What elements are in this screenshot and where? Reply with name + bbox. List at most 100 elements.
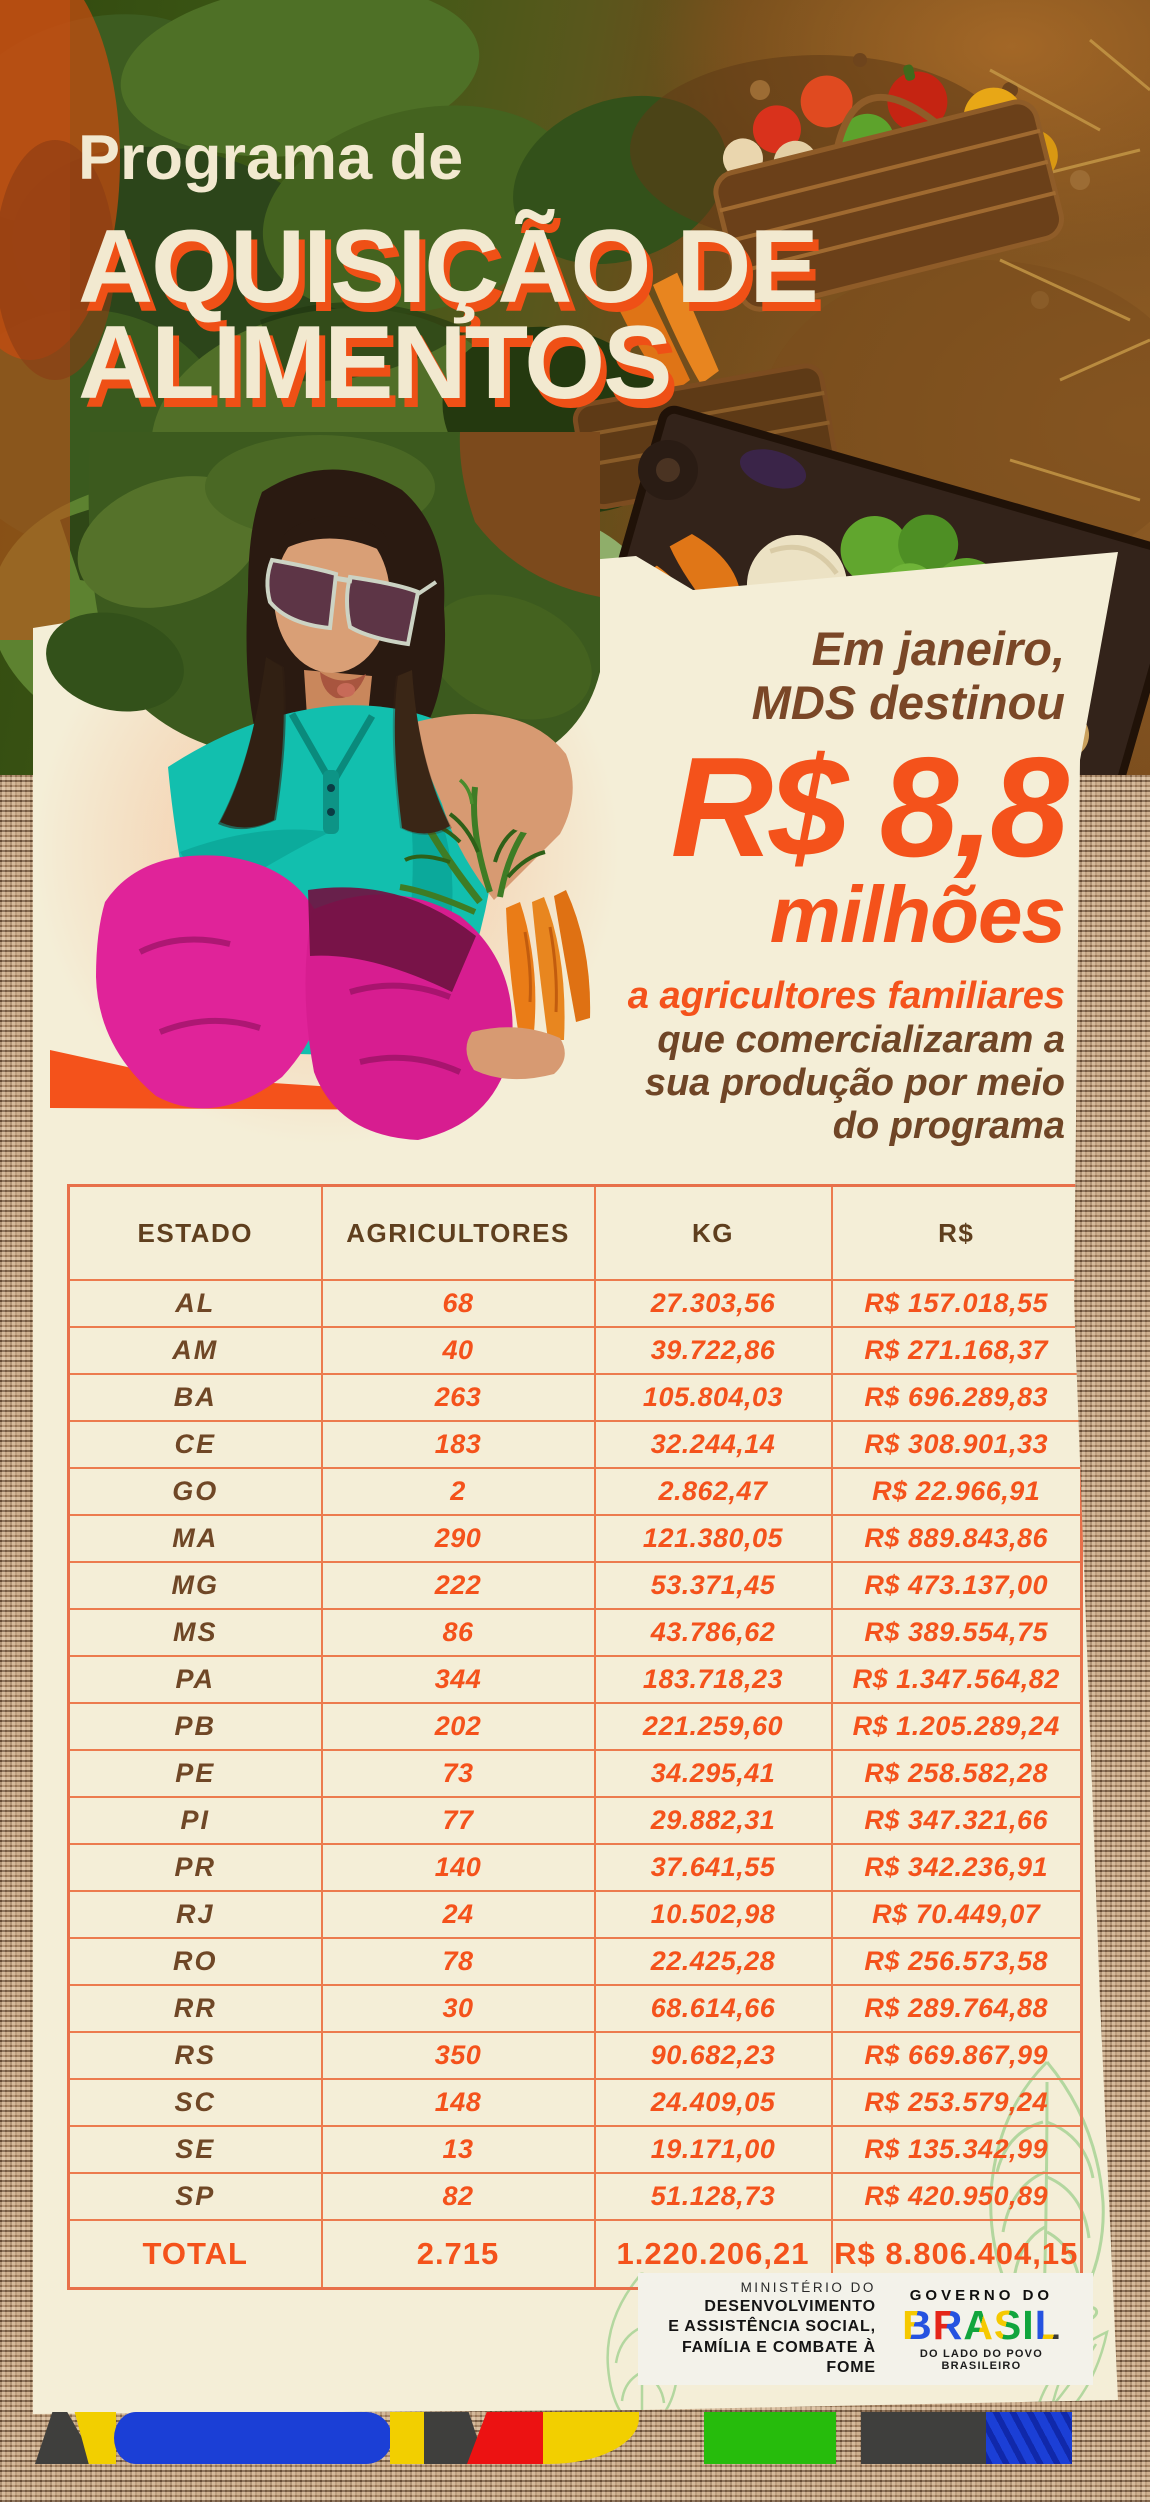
cell-agricultores: 148 [320,2078,596,2127]
table-row: SE 13 19.171,00 R$ 135.342,99 [67,2125,1083,2174]
cell-estado: AL [67,1279,323,1328]
cell-estado: AM [67,1326,323,1375]
amount-unit: milhões [769,869,1066,959]
cell-agricultores: 222 [320,1561,596,1610]
cell-kg: 39.722,86 [593,1326,833,1375]
table-row: MS 86 43.786,62 R$ 389.554,75 [67,1608,1083,1657]
ministry-line1: MINISTÉRIO DO [740,2279,876,2295]
cell-estado: RO [67,1937,323,1986]
cell-agricultores: 73 [320,1749,596,1798]
strip-block-yellow [390,2412,424,2464]
cell-agricultores: 290 [320,1514,596,1563]
cell-agricultores: 344 [320,1655,596,1704]
cell-kg: 22.425,28 [593,1937,833,1986]
intro-line2: MDS destinou [751,675,1065,729]
table-row: RO 78 22.425,28 R$ 256.573,58 [67,1937,1083,1986]
cell-agricultores: 2 [320,1467,596,1516]
farmer-photo [46,432,600,1140]
cell-estado: MA [67,1514,323,1563]
cell-estado: PI [67,1796,323,1845]
cell-agricultores: 13 [320,2125,596,2174]
cell-agricultores: 24 [320,1890,596,1939]
cell-kg: 10.502,98 [593,1890,833,1939]
cell-estado: MG [67,1561,323,1610]
strip-block-yellow [543,2412,639,2464]
table-header: ESTADO AGRICULTORES KG R$ [67,1184,1083,1281]
cell-kg: 37.641,55 [593,1843,833,1892]
cell-valor: R$ 70.449,07 [830,1890,1083,1939]
orange-tint [0,0,120,640]
cell-agricultores: 30 [320,1984,596,2033]
cell-estado: SC [67,2078,323,2127]
ministry-line3: E ASSISTÊNCIA SOCIAL, [668,2318,876,2336]
col-valor: R$ [830,1184,1083,1281]
table-row: GO 2 2.862,47 R$ 22.966,91 [67,1467,1083,1516]
cell-estado: BA [67,1373,323,1422]
cell-agricultores: 86 [320,1608,596,1657]
cell-kg: 90.682,23 [593,2031,833,2080]
ministry-line4: FAMÍLIA E COMBATE À FOME [681,2338,876,2376]
cell-kg: 51.128,73 [593,2172,833,2221]
table-row: RJ 24 10.502,98 R$ 70.449,07 [67,1890,1083,1939]
cell-estado: MS [67,1608,323,1657]
total-label: TOTAL [67,2219,323,2290]
program-kicker: Programa de [78,123,464,193]
lead-brown-line2: sua produção por meio [644,1062,1065,1104]
vegetable-basket [713,64,1064,312]
hand [466,1027,565,1080]
cell-valor: R$ 157.018,55 [830,1279,1083,1328]
cell-estado: CE [67,1420,323,1469]
cell-kg: 24.409,05 [593,2078,833,2127]
cell-kg: 68.614,66 [593,1984,833,2033]
cart-wheel [638,440,698,500]
total-kg: 1.220.206,21 [593,2219,833,2290]
cell-estado: PA [67,1655,323,1704]
table-row: RS 350 90.682,23 R$ 669.867,99 [67,2031,1083,2080]
lead-brown-line1: que comercializaram a [657,1018,1065,1061]
cell-kg: 121.380,05 [593,1514,833,1563]
brasil-wordmark: BRASIL [902,2301,1061,2348]
table-total-row: TOTAL 2.715 1.220.206,21 R$ 8.806.404,15 [67,2219,1083,2290]
col-agricultores: AGRICULTORES [320,1184,596,1281]
cell-agricultores: 202 [320,1702,596,1751]
lead-orange: a agricultores familiares [627,975,1065,1018]
cell-valor: R$ 289.764,88 [830,1984,1083,2033]
cell-valor: R$ 669.867,99 [830,2031,1083,2080]
cell-valor: R$ 1.205.289,24 [830,1702,1083,1751]
cell-valor: R$ 22.966,91 [830,1467,1083,1516]
lead-brown-line3: do programa [832,1105,1065,1148]
arm [408,714,573,900]
cell-agricultores: 68 [320,1279,596,1328]
cell-valor: R$ 271.168,37 [830,1326,1083,1375]
cell-estado: PB [67,1702,323,1751]
cell-estado: RR [67,1984,323,2033]
sunglasses-icon [265,557,438,647]
ministry-line2: DESENVOLVIMENTO [704,2297,876,2315]
intro-line1: Em janeiro, [811,622,1065,675]
carrots [506,890,591,1040]
cell-agricultores: 77 [320,1796,596,1845]
cell-valor: R$ 258.582,28 [830,1749,1083,1798]
cell-kg: 53.371,45 [593,1561,833,1610]
table-row: MG 222 53.371,45 R$ 473.137,00 [67,1561,1083,1610]
cell-kg: 27.303,56 [593,1279,833,1328]
cell-kg: 183.718,23 [593,1655,833,1704]
cell-agricultores: 82 [320,2172,596,2221]
table-row: AL 68 27.303,56 R$ 157.018,55 [67,1279,1083,1328]
governo-do-brasil-logo: GOVERNO DO BRASIL DO LADO DO POVO BRASIL… [900,2287,1063,2372]
cell-kg: 29.882,31 [593,1796,833,1845]
total-agricultores: 2.715 [320,2219,596,2290]
cell-valor: R$ 389.554,75 [830,1608,1083,1657]
governo-do-label: GOVERNO DO [909,2286,1054,2304]
cell-kg: 34.295,41 [593,1749,833,1798]
strip-block-gray [861,2412,987,2464]
table-row: BA 263 105.804,03 R$ 696.289,83 [67,1373,1083,1422]
cell-agricultores: 263 [320,1373,596,1422]
cell-kg: 2.862,47 [593,1467,833,1516]
amount-value: R$ 8,8 [670,728,1069,888]
cell-valor: R$ 420.950,89 [830,2172,1083,2221]
table-row: PB 202 221.259,60 R$ 1.205.289,24 [67,1702,1083,1751]
program-title-line2: ALIMENTOS [78,304,673,421]
table-row: SC 148 24.409,05 R$ 253.579,24 [67,2078,1083,2127]
